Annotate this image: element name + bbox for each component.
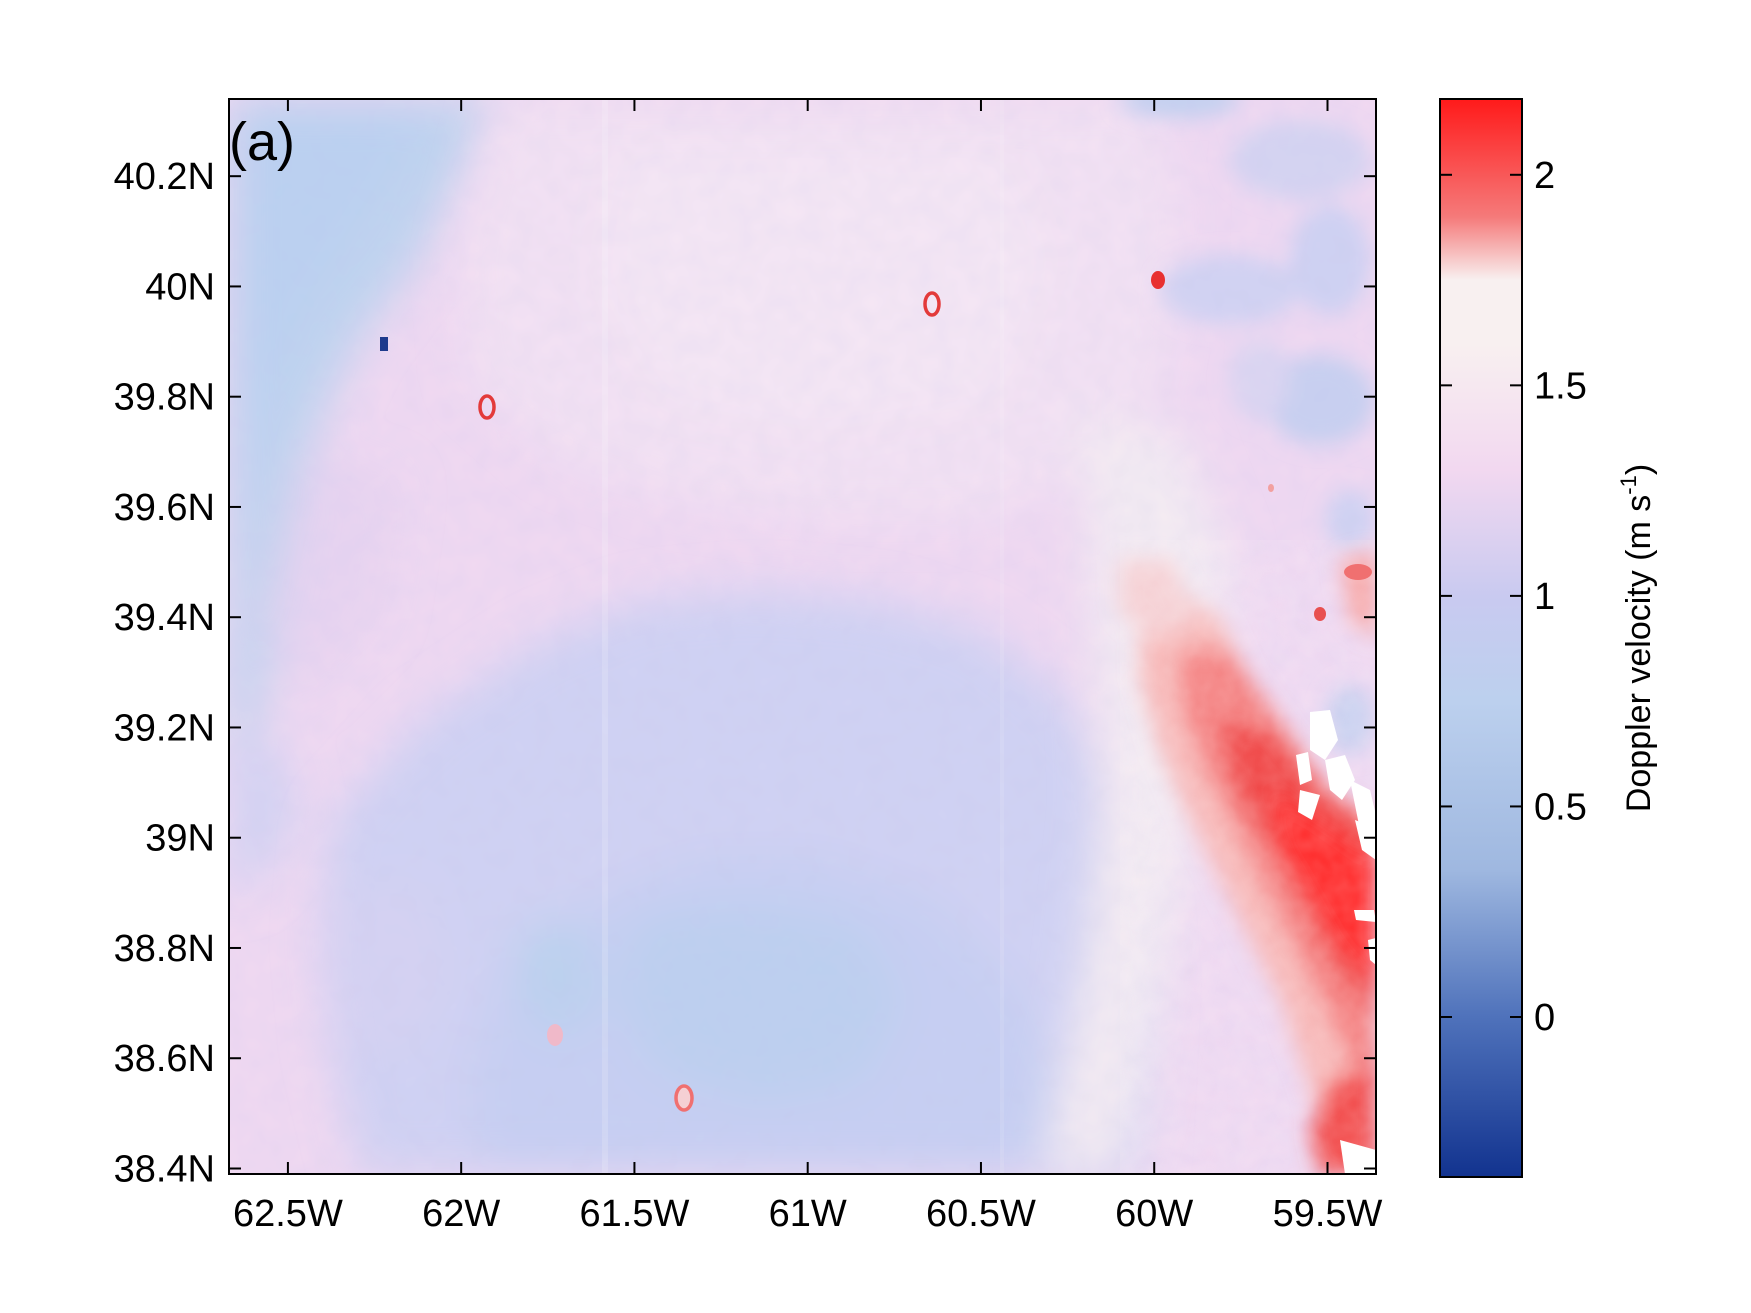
point-feature-red-ring: [674, 1084, 694, 1112]
point-feature-red-dot: [1151, 271, 1165, 289]
colorbar: 0 0.5 1 1.5 2 Doppler velocity (m s-1): [1439, 98, 1658, 1178]
colorbar-tick-label: 2: [1534, 155, 1555, 197]
y-tick-label: 38.4N: [114, 1148, 215, 1190]
map-axes: 62.5W 62W 61.5W 61W 60.5W 60W 59.5W 38.4N 38.6N…: [114, 98, 1383, 1235]
velocity-map: [229, 99, 1376, 1174]
y-tick-label: 38.8N: [114, 928, 215, 970]
x-axis-ticks: [286, 99, 1329, 1174]
colorbar-tick-label: 0.5: [1534, 786, 1587, 828]
map-frame: [228, 98, 1377, 1175]
colorbar-ticks: [1440, 173, 1522, 1018]
x-tick-label: 62W: [422, 1193, 500, 1235]
y-axis-ticks: [229, 175, 1376, 1170]
y-tick-label: 38.6N: [114, 1038, 215, 1080]
point-feature-red-dot: [1344, 564, 1372, 580]
x-tick-label: 60W: [1115, 1193, 1193, 1235]
point-feature-pink: [1268, 484, 1274, 492]
y-tick-label: 39.2N: [114, 707, 215, 749]
x-tick-label: 60.5W: [926, 1193, 1036, 1235]
point-feature-blue: [380, 337, 388, 351]
y-tick-label: 39.6N: [114, 487, 215, 529]
point-feature-red-ring: [923, 291, 941, 317]
no-data-patches: [1296, 710, 1376, 1174]
y-tick-label: 39.8N: [114, 377, 215, 419]
point-features: [380, 271, 1372, 1112]
colorbar-title-superscript: -1: [1616, 475, 1641, 495]
x-tick-label: 61.5W: [580, 1193, 690, 1235]
y-tick-label: 39.4N: [114, 597, 215, 639]
colorbar-frame: [1439, 98, 1523, 1178]
y-axis-tick-labels: 38.4N 38.6N 38.8N 39N 39.2N 39.4N 39.6N 39.8N 40…: [114, 156, 215, 1190]
point-feature-red-ring: [478, 394, 496, 420]
y-tick-label: 40N: [145, 266, 215, 308]
point-feature-pink: [547, 1024, 563, 1046]
y-tick-label: 39N: [145, 818, 215, 860]
x-tick-label: 59.5W: [1273, 1193, 1383, 1235]
colorbar-title-close: ): [1620, 464, 1658, 475]
panel-label: (a): [229, 112, 295, 172]
x-tick-label: 61W: [769, 1193, 847, 1235]
southeast-high-velocity-plume: [1120, 540, 1376, 1174]
colorbar-title-main: Doppler velocity (m s: [1620, 495, 1658, 812]
colorbar-tick-label: 0: [1534, 997, 1555, 1039]
colorbar-tick-label: 1.5: [1534, 365, 1587, 407]
colorbar-tick-labels: 0 0.5 1 1.5 2: [1534, 155, 1587, 1039]
y-tick-label: 40.2N: [114, 156, 215, 198]
point-feature-red-dot: [1314, 607, 1326, 621]
x-axis-tick-labels: 62.5W 62W 61.5W 61W 60.5W 60W 59.5W: [233, 1193, 1383, 1235]
colorbar-tick-label: 1: [1534, 576, 1555, 618]
x-tick-label: 62.5W: [233, 1193, 343, 1235]
colorbar-gradient: [1440, 99, 1522, 1177]
colorbar-title: Doppler velocity (m s-1): [1616, 464, 1658, 812]
